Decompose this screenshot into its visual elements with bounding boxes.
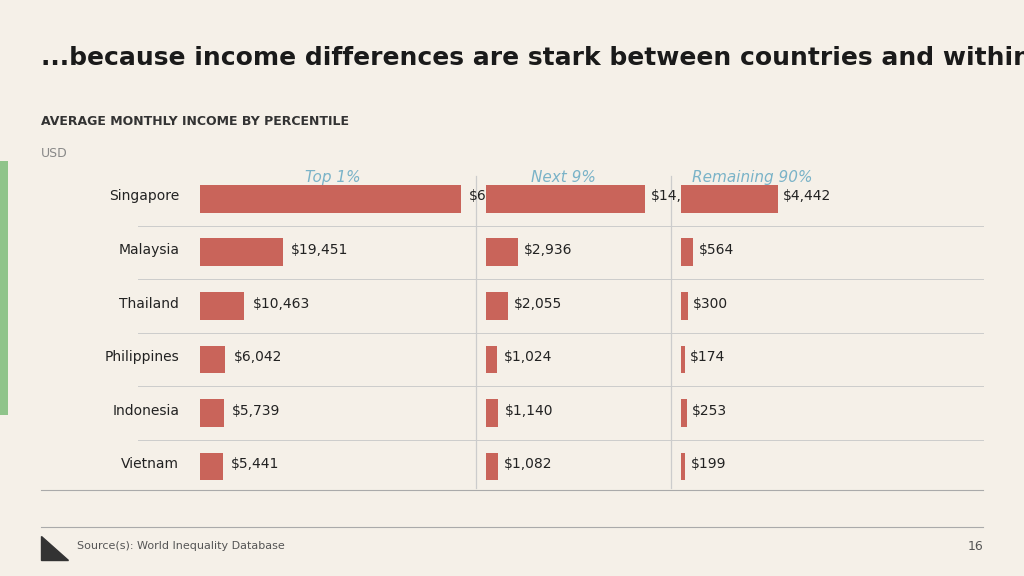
Bar (486, 346, 498, 373)
Bar (486, 185, 645, 213)
Bar (681, 453, 685, 480)
Bar (0, 161, 8, 415)
Bar (200, 238, 283, 266)
Text: Vietnam: Vietnam (121, 457, 179, 471)
Text: ...because income differences are stark between countries and within countries: ...because income differences are stark … (41, 46, 1024, 70)
Text: Indonesia: Indonesia (113, 404, 179, 418)
Bar (486, 453, 498, 480)
Text: $10,463: $10,463 (253, 297, 310, 310)
Bar (681, 399, 686, 427)
Text: $564: $564 (698, 243, 733, 257)
Text: Thailand: Thailand (120, 297, 179, 310)
Bar (681, 346, 685, 373)
Text: $5,739: $5,739 (232, 404, 281, 418)
Text: Singapore: Singapore (109, 190, 179, 203)
Bar (200, 399, 224, 427)
Text: $1,140: $1,140 (505, 404, 553, 418)
Text: Malaysia: Malaysia (118, 243, 179, 257)
Text: Next 9%: Next 9% (530, 170, 596, 185)
Polygon shape (41, 536, 68, 560)
Bar (681, 185, 778, 213)
Text: $5,441: $5,441 (231, 457, 280, 471)
Text: $1,082: $1,082 (504, 457, 553, 471)
Text: $2,055: $2,055 (514, 297, 562, 310)
Bar (681, 292, 687, 320)
Text: $6,042: $6,042 (233, 350, 282, 364)
Bar (200, 292, 245, 320)
Text: USD: USD (41, 147, 68, 160)
Text: $14,972: $14,972 (651, 190, 709, 203)
Text: $2,936: $2,936 (523, 243, 572, 257)
Text: $199: $199 (690, 457, 726, 471)
Bar (200, 346, 225, 373)
Bar (486, 292, 508, 320)
Text: Top 1%: Top 1% (305, 170, 360, 185)
Bar (681, 238, 693, 266)
Bar (486, 399, 499, 427)
Text: $4,442: $4,442 (783, 190, 831, 203)
Text: $1,024: $1,024 (504, 350, 552, 364)
Bar (486, 238, 517, 266)
Text: Philippines: Philippines (104, 350, 179, 364)
Text: Source(s): World Inequality Database: Source(s): World Inequality Database (77, 541, 285, 551)
Text: $253: $253 (691, 404, 727, 418)
Bar (200, 185, 461, 213)
Text: AVERAGE MONTHLY INCOME BY PERCENTILE: AVERAGE MONTHLY INCOME BY PERCENTILE (41, 115, 349, 128)
Text: $19,451: $19,451 (291, 243, 348, 257)
Bar (200, 453, 223, 480)
Text: Remaining 90%: Remaining 90% (692, 170, 813, 185)
Text: $61,177: $61,177 (469, 190, 526, 203)
Text: $300: $300 (692, 297, 728, 310)
Text: $174: $174 (690, 350, 725, 364)
Text: 16: 16 (968, 540, 983, 552)
